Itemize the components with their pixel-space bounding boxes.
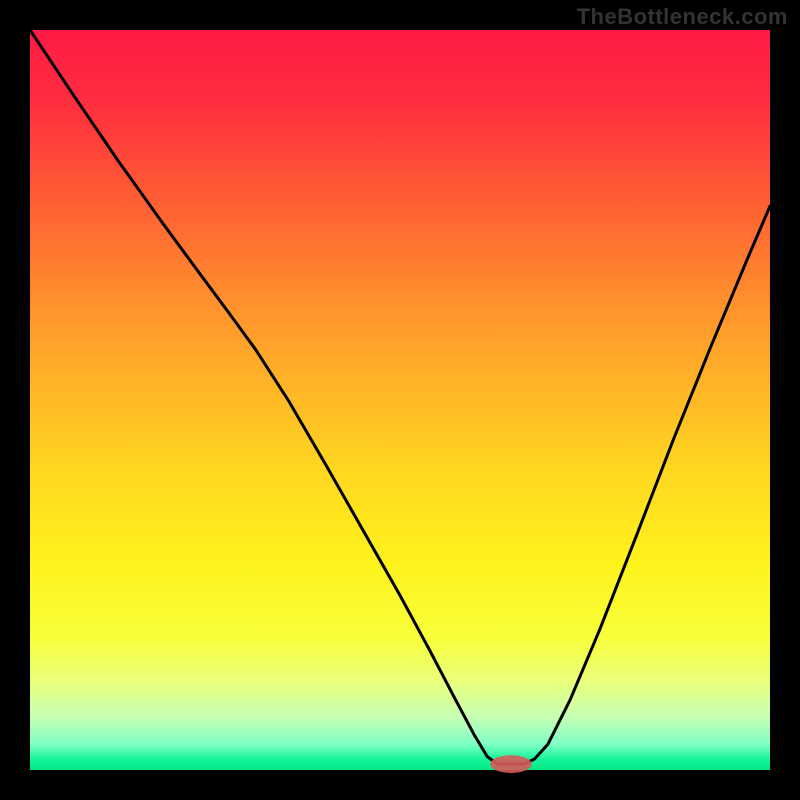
plot-background [30, 30, 770, 770]
watermark-label: TheBottleneck.com [577, 4, 788, 30]
chart-svg [0, 0, 800, 800]
optimal-marker [490, 755, 531, 773]
chart-container: TheBottleneck.com [0, 0, 800, 800]
